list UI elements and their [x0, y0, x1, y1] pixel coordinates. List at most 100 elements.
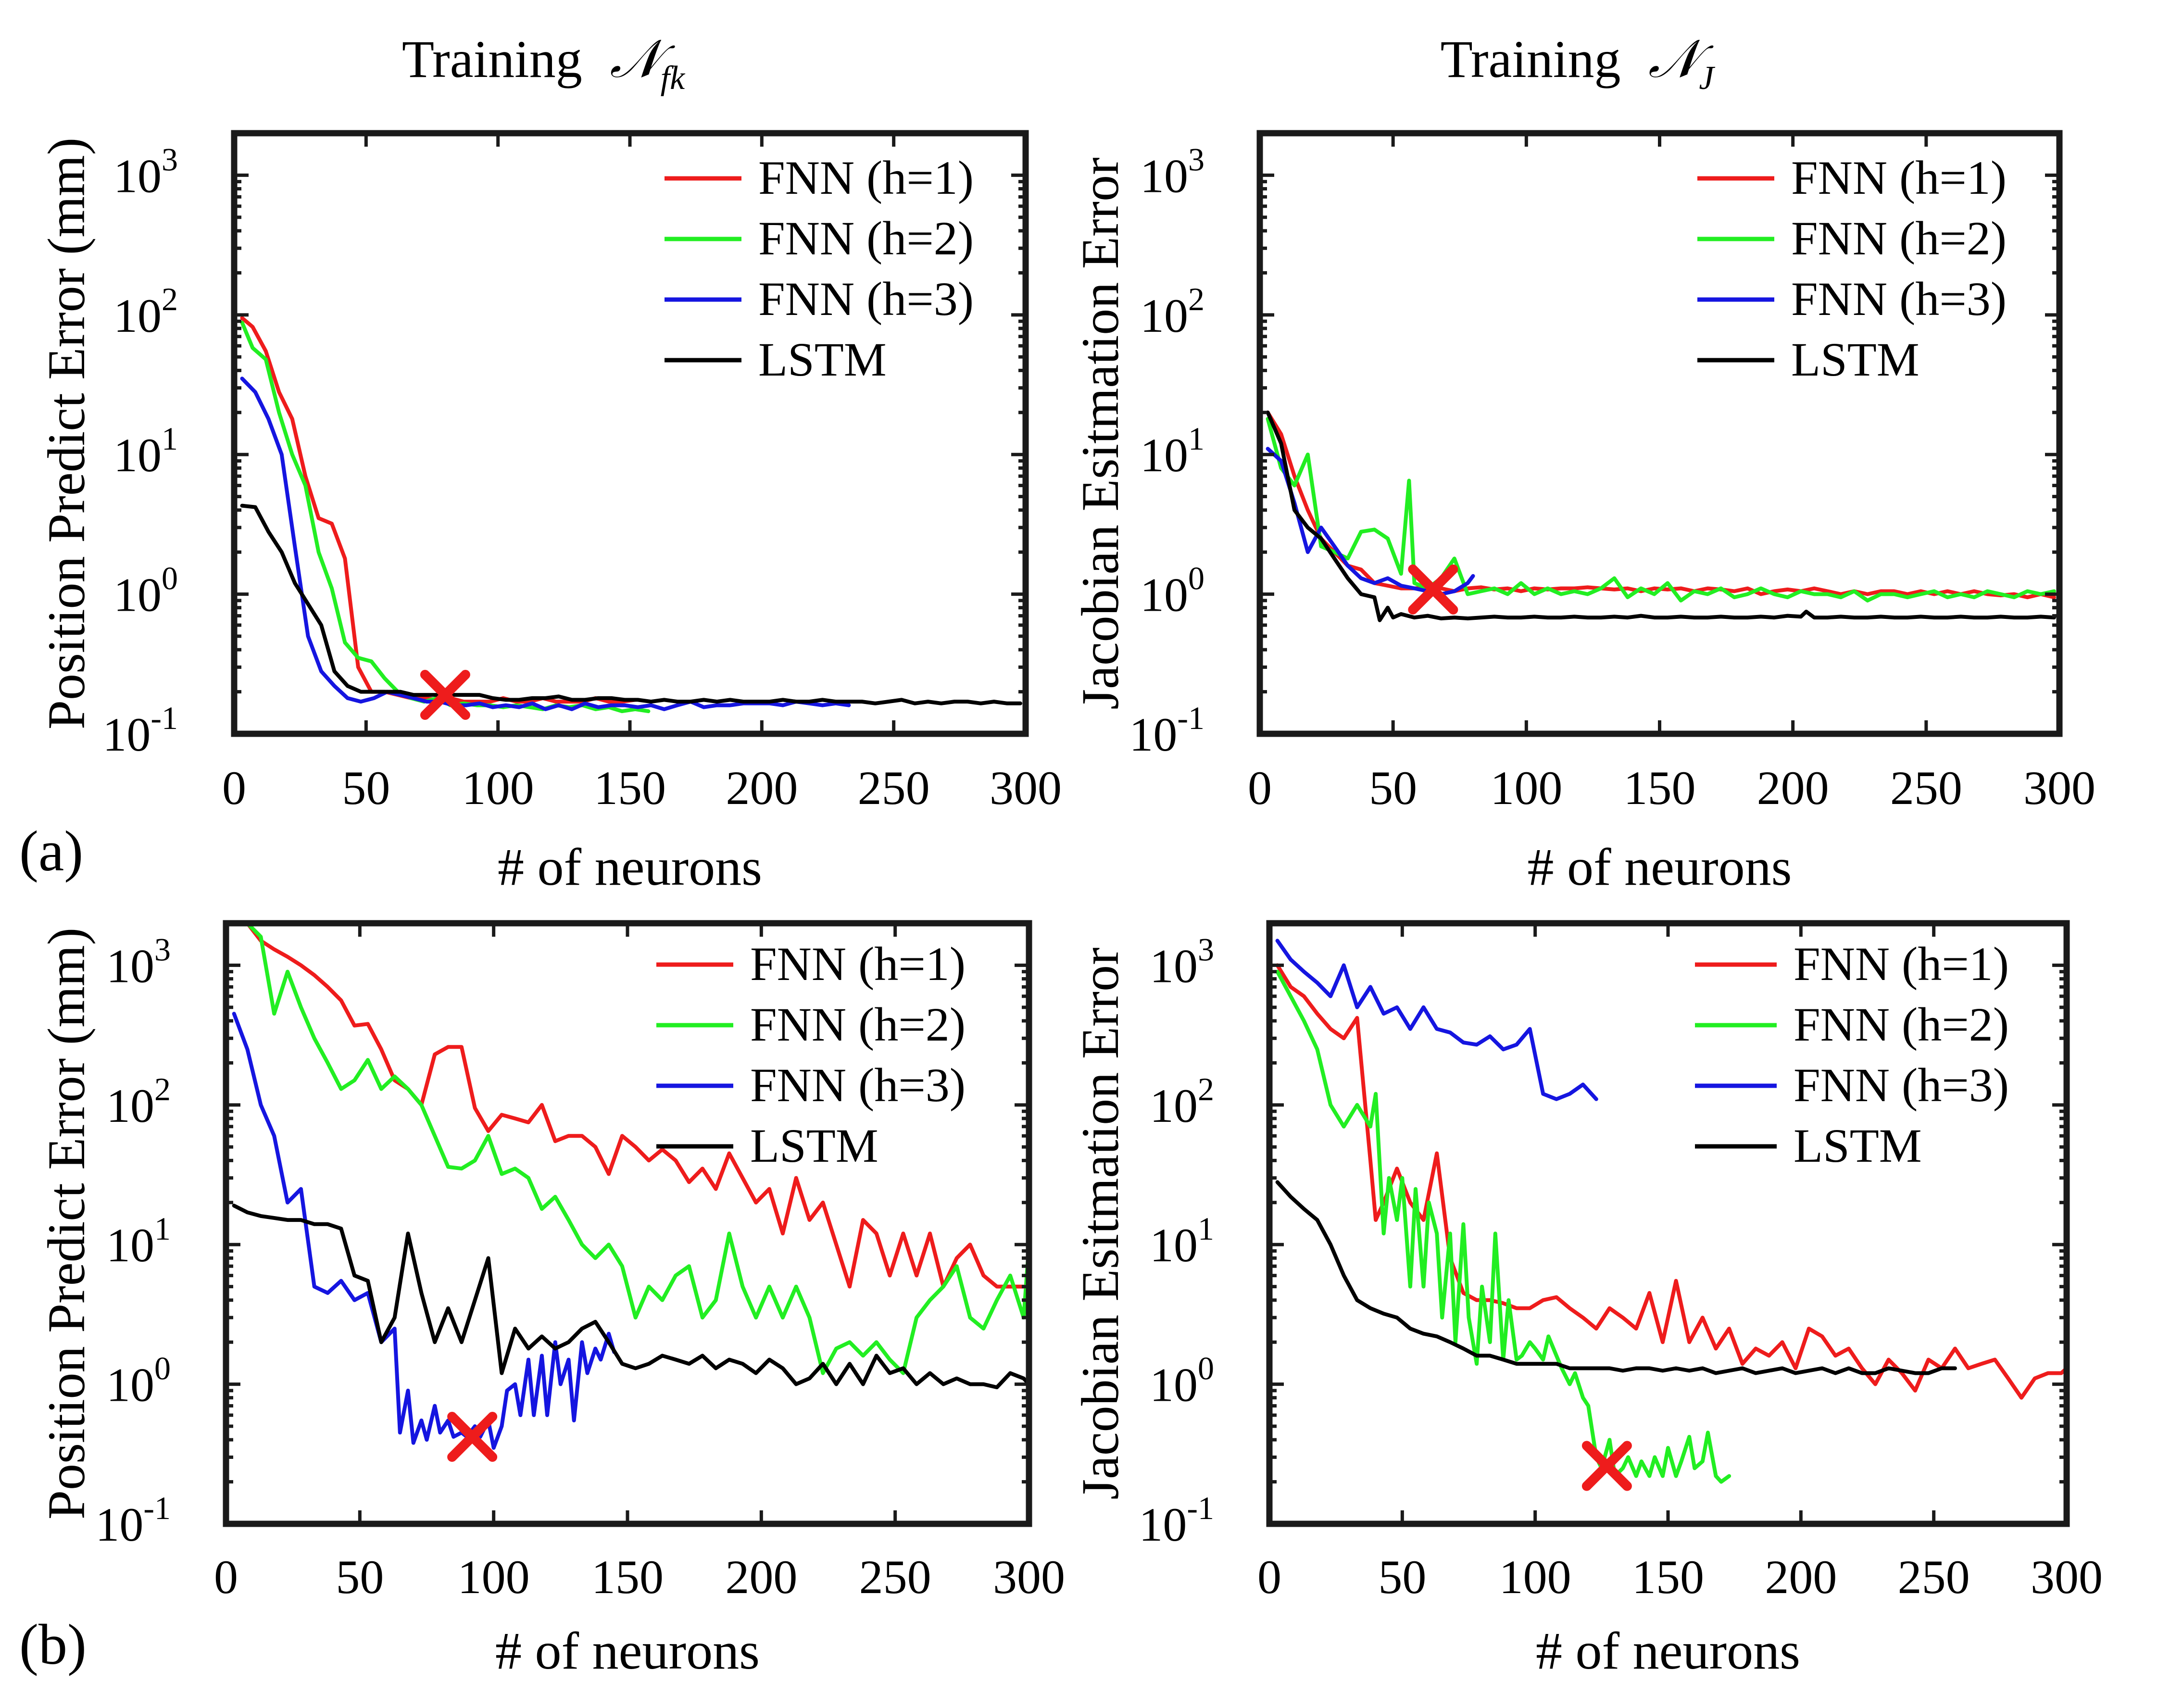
y-axis-title: Jacobian Esitmation Error [1071, 157, 1129, 710]
series-line-fnn-h-2 [1266, 417, 2056, 603]
legend-label: FNN (h=1) [758, 151, 974, 204]
x-tick-label: 200 [725, 1550, 797, 1604]
x-tick-label: 250 [1898, 1550, 1970, 1604]
x-axis-title: # of neurons [1536, 1621, 1800, 1680]
panel-label-b: (b) [19, 1612, 87, 1676]
series-line-lstm [1275, 1180, 1957, 1375]
legend-label: FNN (h=1) [1794, 937, 2009, 991]
y-tick-label: 102 [113, 281, 178, 342]
legend-label: FNN (h=2) [750, 998, 966, 1051]
x-tick-label: 150 [1624, 761, 1696, 815]
x-tick-label: 100 [462, 761, 534, 815]
series-line-lstm [1266, 410, 2056, 622]
y-tick-label: 10-1 [1139, 1490, 1214, 1551]
y-tick-label: 102 [1140, 281, 1204, 342]
x-tick-label: 50 [342, 761, 390, 815]
x-tick-label: 250 [859, 1550, 931, 1604]
legend: FNN (h=1) FNN (h=2) FNN (h=3) LSTM [656, 937, 966, 1172]
axes-frame [223, 920, 1032, 1527]
x-tick-label: 300 [990, 761, 1062, 815]
panel-label-a: (a) [19, 819, 83, 883]
plot-area-a-left: 0 50 100 150 200 250 300 10-1 100 101 102 103 # of n… [37, 130, 1062, 896]
axes-frame [1266, 920, 2070, 1527]
legend: FNN (h=1) FNN (h=2) FNN (h=3) LSTM [665, 151, 974, 386]
x-tick-label: 50 [1369, 761, 1417, 815]
x-tick-label: 300 [2023, 761, 2095, 815]
x-tick-label: 100 [1499, 1550, 1571, 1604]
optimum-marker [1581, 1441, 1632, 1491]
y-tick-label: 100 [1150, 1350, 1214, 1412]
plot-area-a-right: 0 50 100 150 200 250 300 10-1 100 101 102 103 # of n… [1071, 130, 2095, 896]
series-line-fnn-h-3 [240, 377, 851, 711]
series-line-fnn-h-2 [1275, 969, 1731, 1484]
plot-area-b-right: 0 50 100 150 200 250 300 10-1 100 101 102 103 # of n… [1071, 920, 2103, 1680]
y-tick-label: 102 [106, 1071, 171, 1132]
chart-a-right: 0 50 100 150 200 250 300 10-1 100 101 102 103 # of n… [1071, 30, 2095, 896]
series-line-fnn-h-1 [245, 923, 1029, 1289]
y-tick-label: 102 [1150, 1071, 1214, 1132]
series-line-fnn-h-2 [240, 320, 651, 714]
legend-label: LSTM [1791, 333, 1920, 386]
y-tick-label: 10-1 [1129, 700, 1204, 761]
legend-label: FNN (h=1) [750, 937, 966, 991]
x-tick-label: 0 [1248, 761, 1272, 815]
optimum-marker [447, 1412, 498, 1462]
series-line-lstm [240, 503, 1022, 705]
x-axis-title: # of neurons [1528, 838, 1792, 896]
x-axis-title: # of neurons [498, 838, 762, 896]
y-tick-label: 103 [106, 931, 171, 992]
legend-label: FNN (h=3) [1794, 1058, 2009, 1112]
x-tick-label: 200 [1757, 761, 1829, 815]
x-tick-label: 200 [1765, 1550, 1837, 1604]
x-tick-label: 0 [222, 761, 246, 815]
legend-label: FNN (h=2) [1791, 212, 2007, 265]
chart-a-left: 0 50 100 150 200 250 300 10-1 100 101 102 103 # of n… [37, 30, 1062, 896]
legend: FNN (h=1) FNN (h=2) FNN (h=3) LSTM [1695, 937, 2009, 1172]
legend-label: FNN (h=2) [758, 212, 974, 265]
y-tick-label: 101 [1140, 420, 1204, 482]
series-line-fnn-h-3 [1266, 447, 1475, 596]
y-tick-label: 103 [1150, 931, 1214, 992]
y-tick-label: 101 [113, 420, 178, 482]
series-group [1266, 410, 2056, 622]
series-group [240, 316, 1022, 714]
y-tick-label: 101 [1150, 1210, 1214, 1272]
legend-label: LSTM [750, 1119, 878, 1172]
chart-b-right: 0 50 100 150 200 250 300 10-1 100 101 102 103 # of n… [1071, 920, 2103, 1680]
optimum-marker [1408, 564, 1458, 615]
series-line-fnn-h-1 [1275, 963, 2067, 1400]
series-line-fnn-h-3 [232, 1012, 616, 1450]
legend-label: LSTM [1794, 1119, 1922, 1172]
x-tick-label: 150 [591, 1550, 664, 1604]
x-tick-label: 250 [858, 761, 930, 815]
series-line-fnn-h-2 [245, 923, 1029, 1375]
legend-label: FNN (h=2) [1794, 998, 2009, 1051]
y-tick-label: 10-1 [95, 1490, 171, 1551]
legend-label: FNN (h=1) [1791, 151, 2007, 204]
legend-label: FNN (h=3) [1791, 272, 2007, 326]
x-tick-label: 300 [993, 1550, 1065, 1604]
legend-label: FNN (h=3) [750, 1058, 966, 1112]
x-tick-label: 0 [214, 1550, 238, 1604]
legend-label: FNN (h=3) [758, 272, 974, 326]
chart-b-left: 0 50 100 150 200 250 300 10-1 100 101 102 103 # of n… [37, 920, 1065, 1680]
x-tick-label: 0 [1257, 1550, 1281, 1604]
y-tick-label: 103 [113, 141, 178, 202]
y-axis-title: Jacobian Esitmation Error [1071, 947, 1129, 1500]
axes-frame [1256, 130, 2063, 737]
y-axis-title: Position Predict Error (mm) [37, 138, 96, 729]
series-line-fnn-h-3 [1275, 939, 1598, 1101]
series-line-fnn-h-1 [1266, 410, 2056, 600]
axes-frame [231, 130, 1029, 737]
y-tick-label: 100 [106, 1350, 171, 1412]
legend: FNN (h=1) FNN (h=2) FNN (h=3) LSTM [1697, 151, 2007, 386]
y-tick-label: 10-1 [102, 700, 178, 761]
series-line-fnn-h-1 [240, 316, 637, 704]
optimum-marker [420, 670, 470, 720]
x-tick-label: 100 [458, 1550, 530, 1604]
x-tick-label: 200 [726, 761, 798, 815]
x-tick-label: 100 [1490, 761, 1562, 815]
y-tick-label: 100 [113, 560, 178, 622]
chart-title-a-right: Training 𝒩J [1441, 30, 1716, 97]
